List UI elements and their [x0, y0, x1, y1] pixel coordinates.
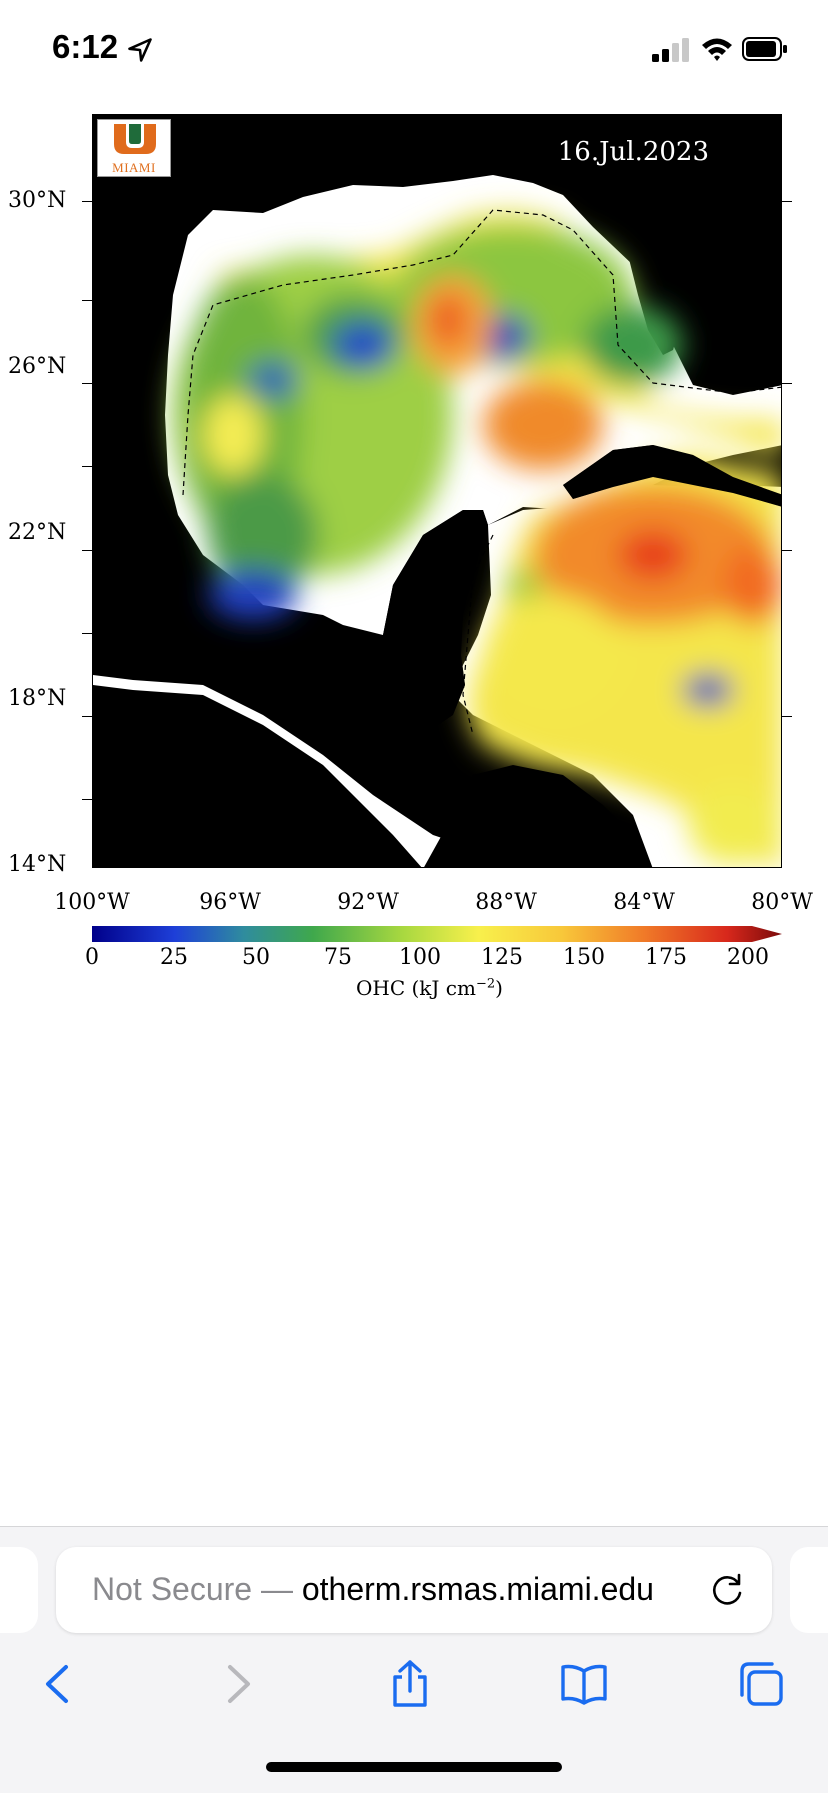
- colorbar-unit-exponent: −2: [475, 976, 496, 992]
- signal-icon: [652, 38, 689, 62]
- tick: [82, 300, 92, 301]
- next-tab-peek[interactable]: [790, 1547, 828, 1633]
- ohc-map-figure: MIAMI 16.Jul.2023 30°N 26°N 22°N 18°N 14…: [0, 100, 828, 1020]
- tick: [782, 201, 792, 202]
- lon-label: 100°W: [54, 890, 130, 915]
- colorbar-label: 150: [563, 945, 605, 970]
- lat-label: 30°N: [8, 188, 67, 213]
- lon-label: 96°W: [199, 890, 261, 915]
- map-frame: MIAMI 16.Jul.2023: [92, 114, 782, 868]
- previous-tab-peek[interactable]: [0, 1547, 38, 1633]
- status-time: 6:12: [52, 28, 119, 65]
- lat-label: 18°N: [8, 686, 67, 711]
- tabs-icon[interactable]: [736, 1659, 786, 1709]
- tick: [82, 716, 92, 717]
- colorbar-unit: OHC (kJ cm−2): [356, 976, 503, 1000]
- logo-u-mark: [114, 124, 156, 154]
- ohc-colorbar: [92, 926, 782, 942]
- colorbar-unit-text: OHC (kJ cm: [356, 976, 476, 1000]
- lat-label: 14°N: [8, 852, 67, 877]
- tick: [82, 383, 92, 384]
- map-date: 16.Jul.2023: [557, 137, 709, 167]
- colorbar-label: 25: [160, 945, 188, 970]
- not-secure-label: Not Secure —: [92, 1571, 302, 1607]
- status-bar: 6:12: [0, 0, 828, 100]
- back-icon[interactable]: [34, 1659, 84, 1709]
- tick: [782, 383, 792, 384]
- ohc-map: [93, 115, 781, 867]
- tick: [82, 633, 92, 634]
- lon-label: 80°W: [751, 890, 813, 915]
- lon-label: 88°W: [475, 890, 537, 915]
- tick: [82, 550, 92, 551]
- bookmarks-icon[interactable]: [559, 1659, 609, 1709]
- colorbar-label: 50: [242, 945, 270, 970]
- tick: [82, 201, 92, 202]
- colorbar-label: 125: [481, 945, 523, 970]
- colorbar-unit-close: ): [495, 976, 503, 1000]
- browser-bottom-bar: Not Secure — otherm.rsmas.miami.edu: [0, 1526, 828, 1793]
- logo-text: MIAMI: [112, 160, 156, 175]
- colorbar-label: 100: [399, 945, 441, 970]
- address-text[interactable]: Not Secure — otherm.rsmas.miami.edu: [92, 1571, 692, 1608]
- lat-label: 22°N: [8, 520, 67, 545]
- colorbar-label: 175: [645, 945, 687, 970]
- lon-label: 84°W: [613, 890, 675, 915]
- battery-icon: [742, 37, 787, 61]
- address-bar[interactable]: Not Secure — otherm.rsmas.miami.edu: [56, 1547, 772, 1633]
- reload-icon[interactable]: [708, 1571, 746, 1609]
- location-arrow-icon: [128, 38, 152, 62]
- lat-label: 26°N: [8, 354, 67, 379]
- lon-label: 92°W: [337, 890, 399, 915]
- tick: [782, 550, 792, 551]
- colorbar-label: 200: [727, 945, 769, 970]
- colorbar-label: 0: [85, 945, 99, 970]
- share-icon[interactable]: [385, 1659, 435, 1709]
- tick: [82, 799, 92, 800]
- colorbar-label: 75: [324, 945, 352, 970]
- address-host: otherm.rsmas.miami.edu: [301, 1571, 654, 1607]
- tick: [782, 716, 792, 717]
- university-logo: MIAMI: [97, 119, 171, 177]
- forward-icon[interactable]: [212, 1659, 262, 1709]
- tick: [82, 466, 92, 467]
- home-indicator[interactable]: [266, 1762, 562, 1772]
- wifi-icon: [702, 38, 732, 61]
